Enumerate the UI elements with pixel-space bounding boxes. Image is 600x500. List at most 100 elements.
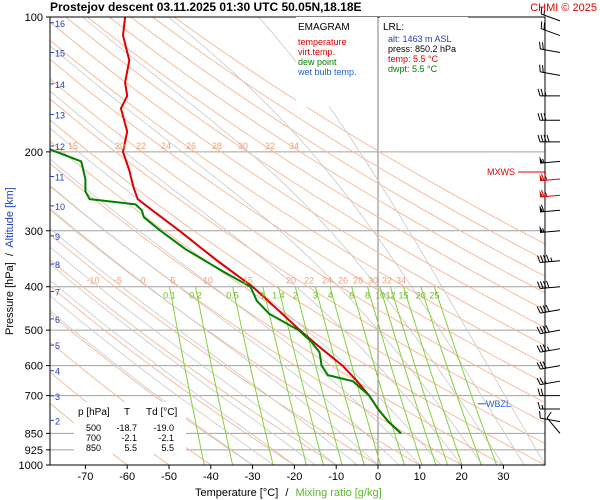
wind-barb-full: [537, 134, 541, 143]
wind-barb-full: [542, 361, 547, 369]
wind-barb: [536, 304, 561, 314]
wind-barb-full: [536, 345, 541, 353]
wind-barb-full: [537, 281, 541, 289]
wind-barb-staff: [541, 13, 561, 22]
lrl-alt: alt: 1463 m ASL: [388, 34, 452, 44]
wind-barb: [536, 377, 561, 386]
table-cell: -18.7: [116, 423, 137, 433]
mixing-ratio-line: [232, 286, 274, 465]
moist-adiabat: [50, 228, 358, 465]
wind-barb: [537, 254, 561, 263]
adiabat-label-200: 20: [115, 141, 125, 151]
x-tick-label: -40: [203, 471, 219, 483]
chart-title: Prostejov descent 03.11.2025 01:30 UTC 5…: [50, 0, 362, 14]
mixing-ratio-label: 20: [416, 291, 426, 301]
mxws-marker-label: MXWS: [487, 167, 515, 177]
wind-barb-half: [545, 192, 548, 197]
wind-barb-staff: [540, 194, 561, 198]
wind-barb: [539, 64, 561, 76]
moist-adiabat: [258, 17, 545, 465]
mixing-ratio-label: 0.5: [226, 291, 239, 301]
mixing-ratio-line: [367, 286, 423, 465]
wind-barb-full: [539, 344, 544, 352]
dry-adiabat: [50, 312, 253, 465]
alt-tick-label: 6: [55, 315, 60, 325]
wind-barb-full: [539, 377, 544, 385]
wind-barb: [537, 113, 560, 121]
mixing-ratio-line: [379, 286, 437, 465]
table-cell: -2.1: [158, 433, 174, 443]
adiabat-label-400: 28: [353, 276, 363, 286]
moist-adiabat: [168, 17, 525, 465]
mixing-ratio-line: [262, 286, 307, 465]
wind-barb-half: [544, 379, 547, 384]
y-axis-title: Pressure [hPa] / Altitude [km]: [4, 187, 16, 335]
wind-barb: [537, 401, 560, 410]
wind-barb-full: [545, 325, 550, 333]
adiabat-label-200: 15: [68, 141, 78, 151]
wind-barb-staff: [540, 48, 561, 53]
legend-virt-temp: virt.temp.: [298, 47, 335, 57]
x-tick-label: 30: [497, 471, 509, 483]
wind-barb: [539, 156, 561, 164]
p-tick-label: 100: [25, 12, 43, 24]
wind-barb: [536, 361, 561, 370]
wind-barb-flag: [539, 225, 544, 233]
mixing-ratio-line: [195, 286, 234, 465]
wind-barb-full: [543, 173, 548, 181]
mixing-ratio-line: [390, 286, 449, 465]
wind-barb: [540, 6, 561, 22]
dry-adiabat: [50, 98, 545, 424]
wind-barb-full: [545, 254, 550, 262]
mixing-ratio-line: [168, 286, 205, 465]
moist-adiabat: [50, 207, 379, 465]
wind-barb-half: [542, 158, 545, 163]
table-header-t: T: [124, 407, 130, 418]
adiabat-label-400: -10: [86, 276, 99, 286]
wind-barb-staff: [540, 329, 561, 335]
wind-barb: [537, 134, 560, 143]
adiabat-label-400: -5: [114, 276, 122, 286]
wind-barb-full: [542, 254, 547, 263]
wind-barb-full: [540, 189, 545, 197]
wind-barb-full: [539, 41, 541, 50]
x-tick-label: -50: [161, 471, 177, 483]
p-tick-label: 1000: [19, 460, 43, 472]
p-tick-label: 600: [25, 361, 43, 373]
legend-temperature: temperature: [298, 37, 347, 47]
adiabat-label-400: 24: [322, 276, 332, 286]
dew-point-line: [50, 148, 402, 435]
alt-tick-label: 2: [55, 416, 60, 426]
moist-adiabat: [50, 158, 421, 465]
wind-barbs: [536, 6, 561, 434]
dry-adiabats: [50, 17, 545, 465]
adiabat-label-400: 15: [243, 276, 253, 286]
mixing-ratio-label: 1.4: [272, 291, 285, 301]
legend-wet-bulb: wet bulb temp.: [297, 67, 357, 77]
wind-barb-staff: [540, 417, 561, 423]
wind-barb-flag: [539, 156, 544, 164]
dry-adiabat: [50, 285, 295, 465]
wind-barb-staff: [540, 71, 561, 76]
wbzl-marker-label: WBZL: [486, 399, 511, 409]
adiabat-label-200: 30: [238, 141, 248, 151]
wind-barb-full: [539, 410, 541, 419]
wind-barb-half: [547, 346, 550, 351]
adiabat-label-200: 22: [136, 141, 146, 151]
wind-barb: [539, 189, 561, 198]
wind-barb-full: [536, 326, 541, 334]
adiabat-label-400: 20: [286, 276, 296, 286]
mixing-ratio-label: 1: [260, 291, 265, 301]
wind-barb-full: [540, 113, 544, 121]
table-cell: 5.5: [124, 443, 137, 453]
wind-barb-full: [539, 255, 544, 263]
temperature-line: [119, 17, 402, 435]
p-tick-label: 850: [25, 428, 43, 440]
wind-barb-full: [536, 377, 541, 385]
wind-barb-full: [543, 134, 547, 143]
wind-barb-full: [540, 21, 543, 29]
wind-barb-full: [542, 65, 544, 73]
mixing-ratio-label: 6: [349, 291, 354, 301]
